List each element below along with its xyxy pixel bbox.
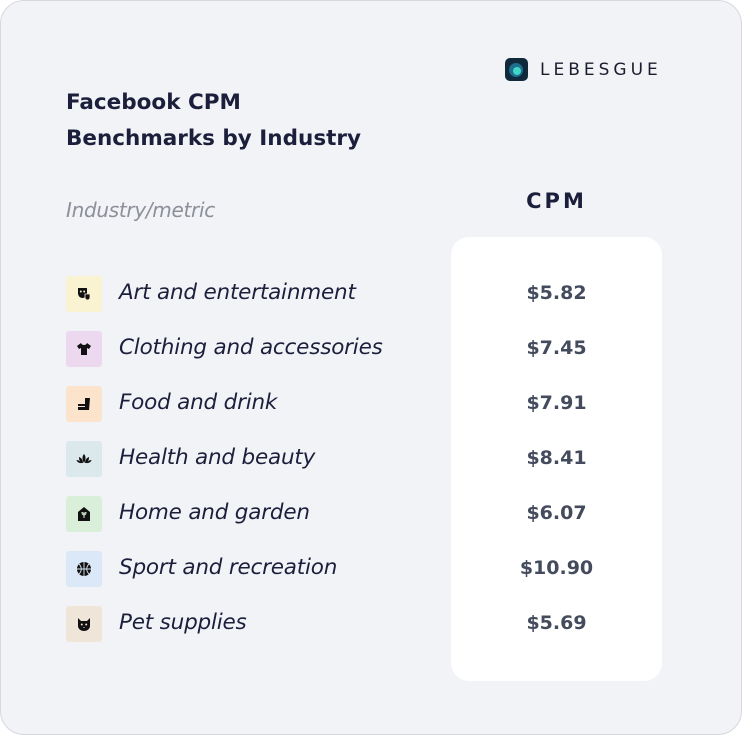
cpm-value: $6.07 (526, 502, 587, 524)
cpm-value: $5.82 (526, 282, 587, 304)
theater-masks-icon (66, 276, 102, 312)
cpm-value: $7.91 (526, 392, 587, 414)
column-header-cpm: CPM (526, 189, 587, 213)
cpm-value: $8.41 (526, 447, 587, 469)
cpm-value: $10.90 (519, 557, 594, 579)
cpm-value: $5.69 (526, 612, 587, 634)
house-plant-icon (66, 496, 102, 532)
industry-label: Pet supplies (119, 610, 247, 635)
industry-label: Home and garden (119, 500, 310, 525)
brand-mark-icon (505, 58, 528, 81)
basketball-icon (66, 551, 102, 587)
tshirt-icon (66, 331, 102, 367)
brand-name: LEBESGUE (540, 59, 662, 80)
cat-face-icon (66, 606, 102, 642)
chart-title-line-1: Facebook CPM (66, 90, 241, 115)
industry-label: Clothing and accessories (119, 335, 383, 360)
burger-drink-icon (66, 386, 102, 422)
cpm-value-panel (451, 237, 662, 681)
lotus-icon (66, 441, 102, 477)
brand-logo: LEBESGUE (505, 58, 662, 81)
table-row: Food and drink $7.91 (66, 386, 662, 422)
industry-label: Sport and recreation (119, 555, 338, 580)
table-row: Art and entertainment $5.82 (66, 276, 662, 312)
industry-label: Food and drink (119, 390, 278, 415)
table-row: Health and beauty $8.41 (66, 441, 662, 477)
table-row: Home and garden $6.07 (66, 496, 662, 532)
industry-label: Art and entertainment (119, 280, 356, 305)
table-row: Clothing and accessories $7.45 (66, 331, 662, 367)
industry-label: Health and beauty (119, 445, 316, 470)
table-row: Sport and recreation $10.90 (66, 551, 662, 587)
cpm-value: $7.45 (526, 337, 587, 359)
chart-title-line-2: Benchmarks by Industry (66, 126, 362, 151)
table-row: Pet supplies $5.69 (66, 606, 662, 642)
chart-title: Facebook CPM Benchmarks by Industry (66, 85, 361, 157)
column-header-industry: Industry/metric (66, 198, 215, 222)
